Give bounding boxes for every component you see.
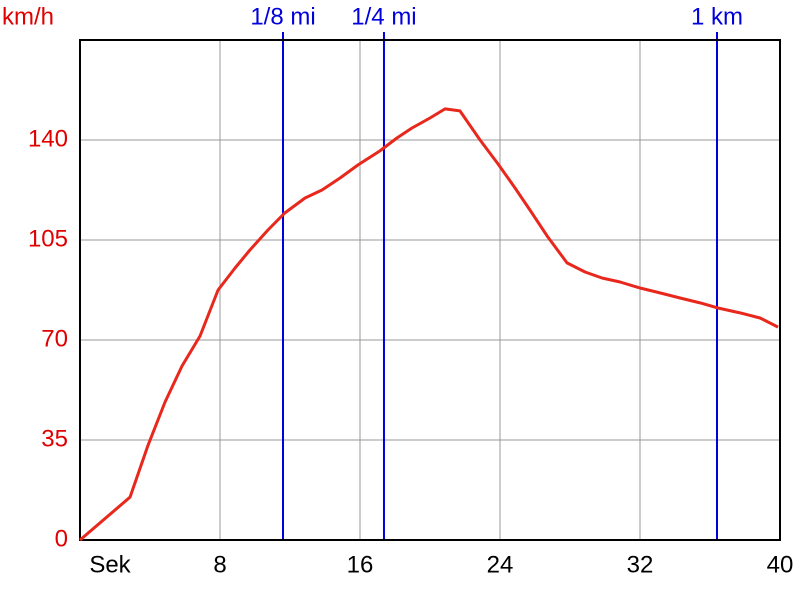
speed-line xyxy=(79,107,779,542)
y-tick-label: 0 xyxy=(55,525,68,552)
plot-frame xyxy=(79,39,781,541)
y-axis-label: km/h xyxy=(2,3,54,30)
x-tick-label: 8 xyxy=(213,551,226,578)
x-tick-label: 32 xyxy=(627,551,654,578)
y-tick-label: 140 xyxy=(28,125,68,152)
x-tick-label: 16 xyxy=(347,551,374,578)
distance-marker-label: 1/8 mi xyxy=(250,3,315,30)
x-tick-label: 24 xyxy=(487,551,514,578)
x-tick-label: Sek xyxy=(89,551,131,578)
y-tick-label: 35 xyxy=(41,425,68,452)
distance-marker-label: 1 km xyxy=(691,3,743,30)
y-tick-label: 105 xyxy=(28,225,68,252)
y-tick-label: 70 xyxy=(41,325,68,352)
x-tick-label: 40 xyxy=(767,551,794,578)
distance-marker-label: 1/4 mi xyxy=(351,3,416,30)
